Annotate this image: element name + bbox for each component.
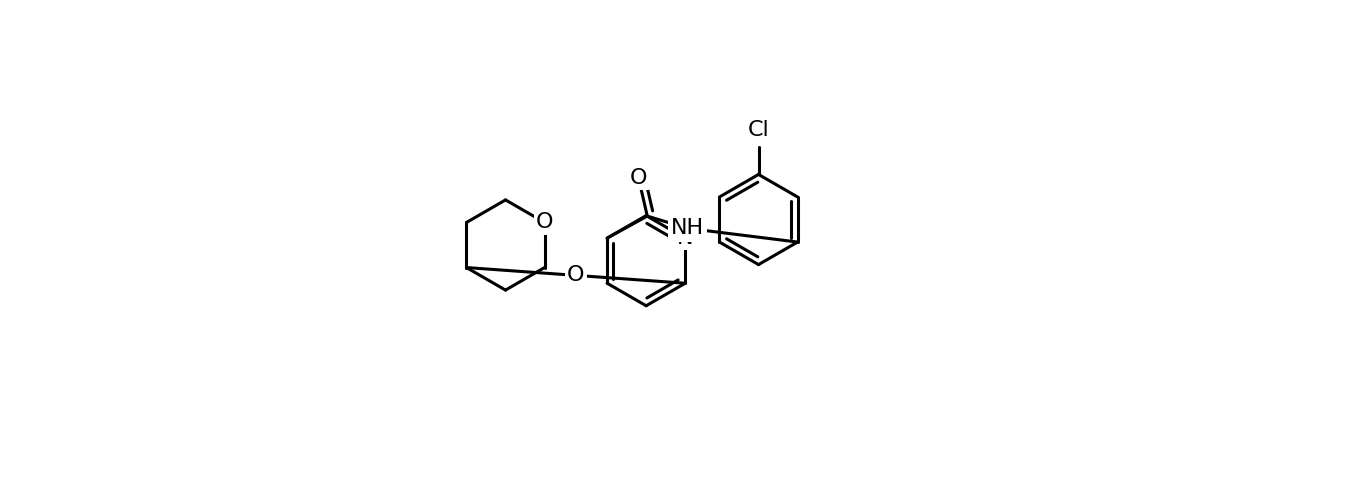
Text: O: O (567, 266, 584, 285)
Text: NH: NH (671, 219, 704, 238)
Text: Cl: Cl (747, 120, 769, 140)
Text: O: O (629, 168, 647, 188)
Text: N: N (677, 228, 693, 248)
Text: O: O (536, 213, 553, 232)
